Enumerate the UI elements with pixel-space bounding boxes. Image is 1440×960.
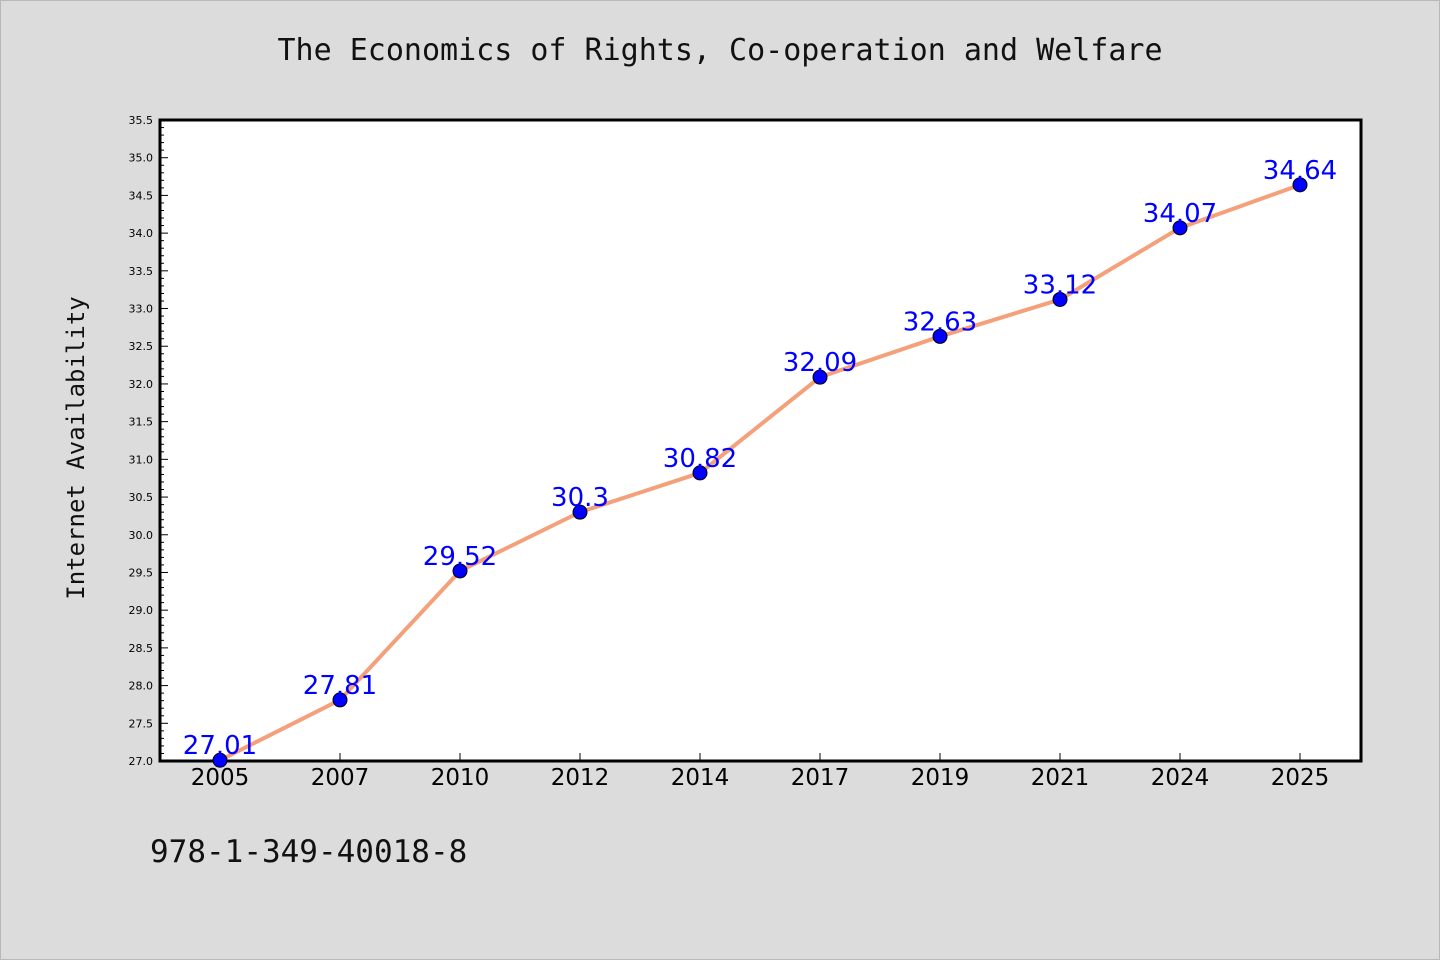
- data-label: 33.12: [1023, 270, 1097, 300]
- y-tick-label: 35.5: [129, 114, 154, 127]
- y-tick-label: 29.5: [129, 566, 154, 579]
- data-label: 27.01: [183, 731, 257, 761]
- y-tick-label: 28.5: [129, 642, 154, 655]
- data-label: 34.64: [1263, 156, 1337, 186]
- x-tick-label: 2012: [551, 765, 610, 791]
- data-label: 30.3: [551, 483, 609, 513]
- y-tick-label: 35.0: [129, 152, 154, 165]
- x-tick-label: 2014: [671, 765, 730, 791]
- x-tick-label: 2007: [311, 765, 370, 791]
- data-point: [692, 465, 708, 481]
- y-tick-label: 29.0: [129, 604, 154, 617]
- x-tick-label: 2017: [791, 765, 850, 791]
- data-point: [1292, 177, 1308, 193]
- x-tick-label: 2025: [1271, 765, 1330, 791]
- data-label: 32.09: [783, 348, 857, 378]
- y-axis: 27.0 27.5 28.0 28.5 29.0 29.5 30.0 30.5 31.0 31.5…: [129, 114, 168, 768]
- y-tick-label: 30.5: [129, 491, 154, 504]
- x-tick-label: 2021: [1031, 765, 1090, 791]
- data-label: 32.63: [903, 307, 977, 337]
- data-point: [1172, 220, 1188, 236]
- data-label: 34.07: [1143, 199, 1217, 229]
- y-tick-label: 31.5: [129, 416, 154, 429]
- isbn-text: 978-1-349-40018-8: [150, 834, 468, 870]
- y-tick-label: 31.0: [129, 453, 154, 466]
- y-tick-label: 30.0: [129, 529, 154, 542]
- series-layer: 27.01 27.81 29.52 30.3 30.82 32.09 32.63 33.12 3…: [183, 156, 1337, 768]
- data-label: 29.52: [423, 542, 497, 572]
- y-tick-label: 32.5: [129, 340, 154, 353]
- plot-area: [158, 118, 1363, 763]
- x-tick-label: 2010: [431, 765, 490, 791]
- y-tick-label: 34.0: [129, 227, 154, 240]
- y-tick-label: 27.0: [129, 755, 154, 768]
- data-label: 27.81: [303, 671, 377, 701]
- data-point: [932, 328, 948, 344]
- y-tick-label: 32.0: [129, 378, 154, 391]
- data-label: 30.82: [663, 444, 737, 474]
- data-point: [812, 369, 828, 385]
- data-point: [452, 563, 468, 579]
- x-tick-label: 2019: [911, 765, 970, 791]
- y-tick-label: 27.5: [129, 717, 154, 730]
- y-tick-label: 34.5: [129, 189, 154, 202]
- y-tick-label: 33.0: [129, 303, 154, 316]
- y-tick-label: 28.0: [129, 680, 154, 693]
- x-tick-label: 2024: [1151, 765, 1210, 791]
- chart-title: The Economics of Rights, Co-operation an…: [277, 33, 1163, 68]
- data-point: [1052, 291, 1068, 307]
- y-tick-label: 33.5: [129, 265, 154, 278]
- data-point: [572, 504, 588, 520]
- data-point: [212, 752, 228, 768]
- series-line: [219, 182, 1301, 763]
- data-point: [332, 692, 348, 708]
- x-tick-label: 2005: [191, 765, 250, 791]
- x-axis: 2005 2007 2010 2012 2014 2017 2019 2021 2024 2025: [191, 753, 1330, 791]
